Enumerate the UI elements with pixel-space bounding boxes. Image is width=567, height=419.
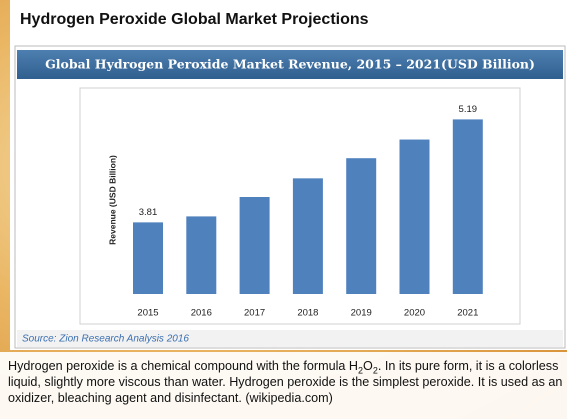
value-label: 3.81 bbox=[139, 207, 158, 218]
text: . In its pure form, it is a colorless li… bbox=[8, 359, 563, 405]
heading: Hydrogen Peroxide Global Market Projecti… bbox=[20, 11, 369, 28]
plot-frame bbox=[79, 87, 521, 325]
bar bbox=[346, 158, 377, 294]
y-axis-label: Revenue (USD Billion) bbox=[107, 155, 117, 245]
chart: Hydrogen Peroxide Global Market Projecti… bbox=[14, 11, 566, 349]
bar bbox=[239, 197, 270, 294]
source-band bbox=[17, 330, 563, 347]
text: O bbox=[363, 359, 373, 373]
x-tick-label: 2015 bbox=[137, 308, 158, 319]
x-tick-label: 2016 bbox=[191, 308, 212, 319]
bar bbox=[399, 139, 430, 294]
x-tick-label: 2021 bbox=[457, 308, 478, 319]
x-tick-label: 2020 bbox=[404, 308, 425, 319]
bar bbox=[133, 222, 163, 294]
bar bbox=[292, 178, 323, 294]
x-tick-label: 2018 bbox=[297, 308, 318, 319]
description: Hydrogen peroxide is a chemical compound… bbox=[0, 352, 567, 419]
bar bbox=[186, 216, 217, 294]
value-label: 5.19 bbox=[459, 104, 478, 115]
title-bar bbox=[17, 50, 563, 79]
text: Hydrogen peroxide is a chemical compound… bbox=[8, 359, 358, 373]
subscript: 2 bbox=[372, 365, 378, 376]
x-tick-label: 2017 bbox=[244, 308, 265, 319]
x-tick-label: 2019 bbox=[351, 308, 372, 319]
bar bbox=[452, 119, 483, 295]
subscript: 2 bbox=[358, 365, 364, 376]
source: Source: Zion Research Analysis 2016 bbox=[22, 334, 189, 345]
chart-title: Global Hydrogen Peroxide Market Revenue,… bbox=[45, 57, 535, 72]
